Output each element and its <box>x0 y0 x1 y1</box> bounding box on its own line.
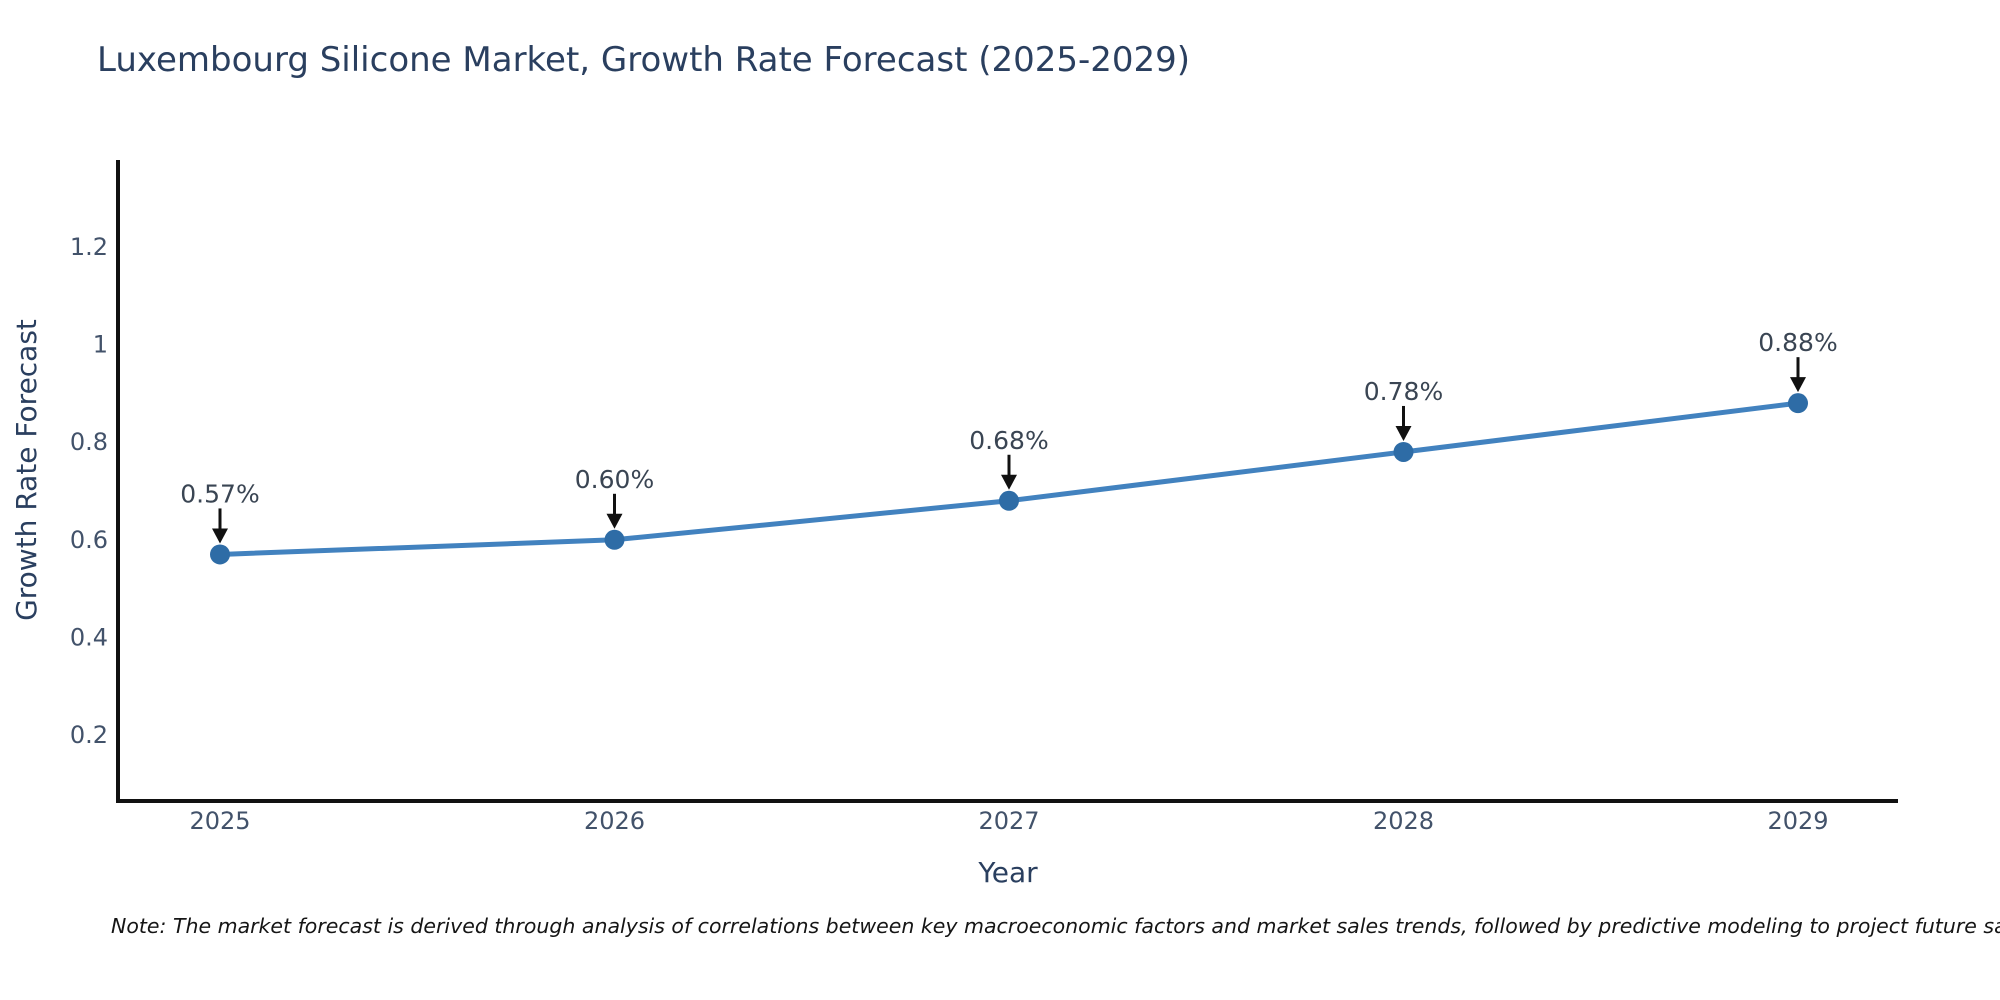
data-point-label: 0.60% <box>575 465 654 494</box>
annotation-arrowhead-icon <box>606 513 623 529</box>
annotation-arrowhead-icon <box>1395 425 1412 441</box>
data-point-label: 0.68% <box>969 426 1048 455</box>
data-point-label: 0.57% <box>180 479 259 508</box>
annotation-arrowhead-icon <box>212 528 228 544</box>
y-tick-label: 0.4 <box>70 623 108 651</box>
x-tick-label: 2028 <box>1373 807 1434 835</box>
y-tick-label: 1.2 <box>70 233 108 261</box>
data-point-label: 0.88% <box>1758 328 1837 357</box>
y-tick-label: 0.6 <box>70 526 108 554</box>
chart-title: Luxembourg Silicone Market, Growth Rate … <box>97 40 1191 80</box>
data-point-marker[interactable] <box>1393 441 1414 462</box>
data-point-marker[interactable] <box>604 529 625 550</box>
x-tick-label: 2029 <box>1767 807 1828 835</box>
x-axis-title: Year <box>978 856 1038 889</box>
data-point-marker[interactable] <box>210 544 230 565</box>
y-tick-label: 1 <box>93 331 108 359</box>
y-axis-title: Growth Rate Forecast <box>10 319 43 621</box>
data-point-marker[interactable] <box>999 490 1019 511</box>
x-tick-label: 2026 <box>584 807 645 835</box>
x-tick-label: 2025 <box>189 807 250 835</box>
chart-footnote: Note: The market forecast is derived thr… <box>111 914 2000 938</box>
data-point-marker[interactable] <box>1788 393 1808 414</box>
y-tick-label: 0.8 <box>70 428 108 456</box>
x-tick-label: 2027 <box>978 807 1039 835</box>
data-point-label: 0.78% <box>1364 377 1443 406</box>
y-tick-label: 0.2 <box>70 721 108 749</box>
annotation-arrowhead-icon <box>1001 474 1017 490</box>
annotation-arrowhead-icon <box>1790 377 1806 393</box>
